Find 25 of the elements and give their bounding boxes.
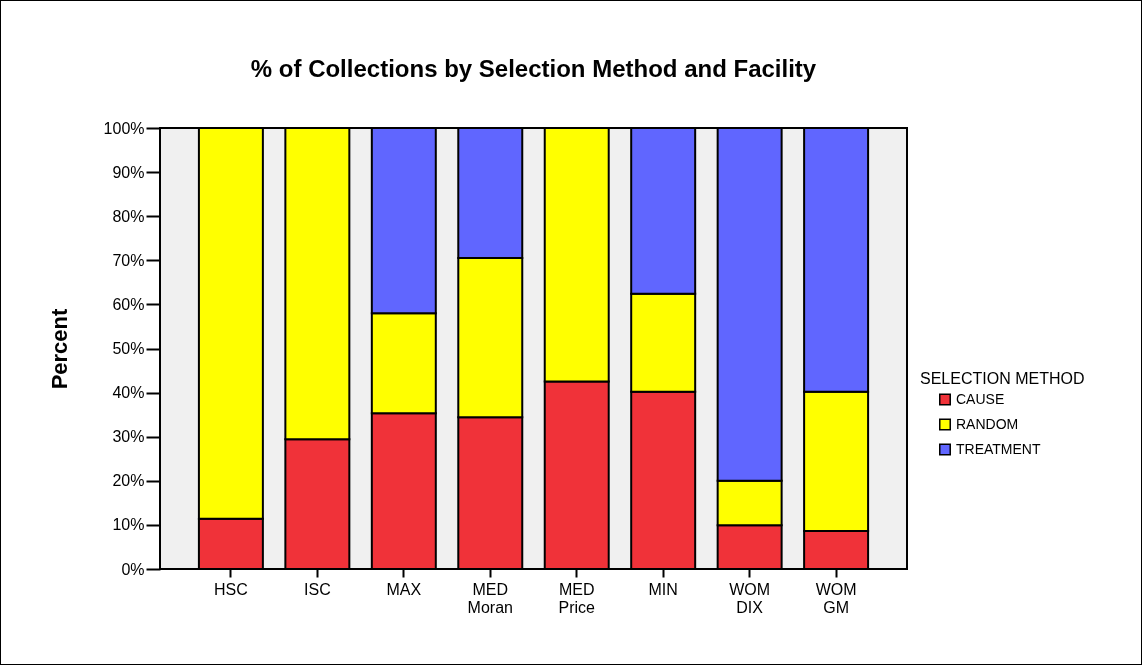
x-tick-label: HSC (214, 580, 248, 598)
x-tick-label: MIN (648, 580, 678, 598)
y-tick-label: 10% (112, 516, 145, 534)
y-tick-label: 0% (121, 560, 145, 578)
y-tick-label: 70% (112, 251, 145, 269)
y-tick-label: 20% (112, 472, 145, 490)
y-tick-label: 50% (112, 340, 145, 357)
x-tick-label: MED Price (558, 580, 596, 616)
y-tick-label: 80% (112, 207, 145, 225)
legend-label: RANDOM (956, 415, 1019, 432)
x-tick-label: ISC (304, 580, 331, 598)
legend-label: TREATMENT (956, 440, 1041, 457)
x-tick-label: MED Moran (467, 580, 513, 616)
x-tick-label: WOM GM (815, 580, 857, 616)
chart-title: % of Collections by Selection Method and Facility (250, 55, 817, 82)
y-tick-label: 40% (112, 384, 145, 402)
y-tick-label: 30% (112, 428, 145, 446)
y-tick-label: 90% (112, 163, 145, 181)
y-axis-title: Percent (46, 307, 72, 390)
x-tick-label: WOM DIX (729, 580, 771, 616)
x-tick-label: MAX (386, 580, 422, 598)
y-tick-label: 60% (112, 295, 145, 313)
legend-title: SELECTION METHOD (920, 369, 1085, 387)
y-tick-label: 100% (103, 119, 145, 137)
legend-label: CAUSE (956, 390, 1005, 407)
